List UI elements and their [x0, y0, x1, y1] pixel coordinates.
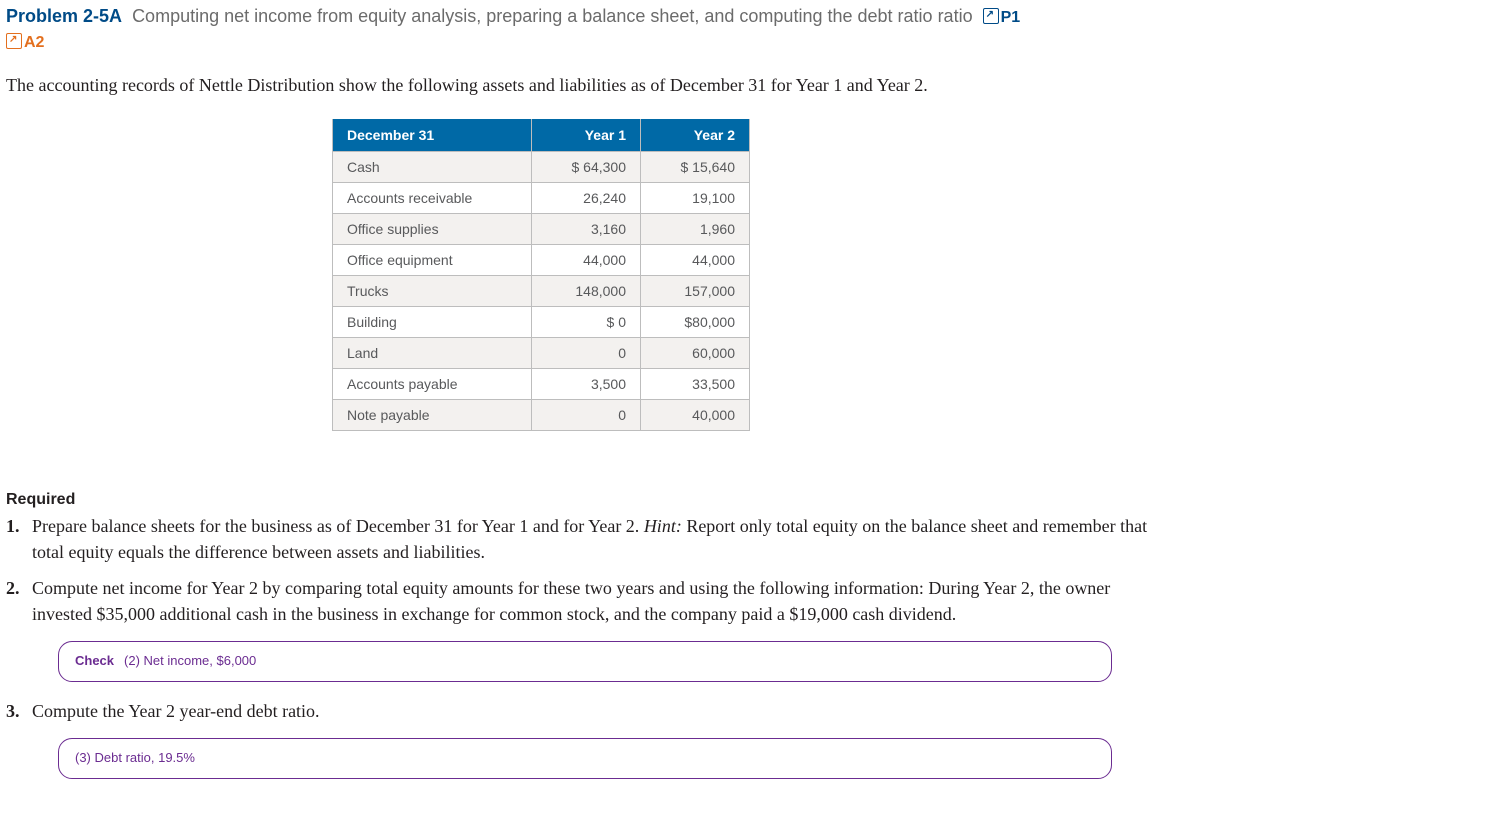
row-value: 33,500: [641, 369, 750, 400]
check-answer-3: (3) Debt ratio, 19.5%: [58, 738, 1112, 779]
check-label: Check: [75, 653, 114, 668]
row-value: 44,000: [532, 245, 641, 276]
table-row: Accounts receivable26,24019,100: [333, 183, 750, 214]
row-value: 157,000: [641, 276, 750, 307]
row-label: Accounts receivable: [333, 183, 532, 214]
accounts-table-wrap: December 31 Year 1 Year 2 Cash$ 64,300$ …: [332, 119, 1498, 431]
required-item-1: Prepare balance sheets for the business …: [6, 513, 1156, 565]
col-header-year2: Year 2: [641, 119, 750, 152]
row-value: 1,960: [641, 214, 750, 245]
row-value: 60,000: [641, 338, 750, 369]
external-link-icon: [983, 8, 999, 24]
required-list: Prepare balance sheets for the business …: [6, 513, 1156, 779]
row-label: Cash: [333, 152, 532, 183]
tag-p1-label: P1: [1001, 9, 1021, 26]
row-value: 19,100: [641, 183, 750, 214]
tag-p1: P1: [983, 9, 1021, 26]
row-label: Office equipment: [333, 245, 532, 276]
col-header-year1: Year 1: [532, 119, 641, 152]
col-header-date: December 31: [333, 119, 532, 152]
problem-title: Problem 2-5A Computing net income from e…: [6, 4, 1026, 55]
tag-a2-label: A2: [24, 34, 44, 51]
intro-paragraph: The accounting records of Nettle Distrib…: [6, 73, 1186, 97]
external-link-icon: [6, 33, 22, 49]
row-label: Trucks: [333, 276, 532, 307]
required-item-2: Compute net income for Year 2 by compari…: [6, 575, 1156, 682]
row-label: Building: [333, 307, 532, 338]
ratio-word: ratio: [938, 6, 973, 26]
row-value: 40,000: [641, 400, 750, 431]
table-row: Note payable040,000: [333, 400, 750, 431]
row-value: $ 64,300: [532, 152, 641, 183]
row-value: $ 0: [532, 307, 641, 338]
row-label: Land: [333, 338, 532, 369]
req1-hint-label: Hint:: [644, 516, 682, 536]
row-value: $80,000: [641, 307, 750, 338]
row-value: 0: [532, 338, 641, 369]
required-heading: Required: [6, 491, 1498, 509]
tag-a2: A2: [6, 34, 44, 51]
table-row: Cash$ 64,300$ 15,640: [333, 152, 750, 183]
check-2-text: (2) Net income, $6,000: [124, 653, 256, 668]
row-value: 3,160: [532, 214, 641, 245]
row-value: 26,240: [532, 183, 641, 214]
row-value: 44,000: [641, 245, 750, 276]
req3-text: Compute the Year 2 year-end debt ratio.: [32, 701, 320, 721]
check-answer-2: Check (2) Net income, $6,000: [58, 641, 1112, 682]
page: Problem 2-5A Computing net income from e…: [0, 0, 1504, 825]
accounts-table: December 31 Year 1 Year 2 Cash$ 64,300$ …: [332, 119, 750, 431]
row-value: 0: [532, 400, 641, 431]
problem-label: Problem 2-5A: [6, 6, 122, 26]
required-item-3: Compute the Year 2 year-end debt ratio. …: [6, 698, 1156, 779]
row-value: $ 15,640: [641, 152, 750, 183]
table-header-row: December 31 Year 1 Year 2: [333, 119, 750, 152]
table-row: Office equipment44,00044,000: [333, 245, 750, 276]
row-label: Accounts payable: [333, 369, 532, 400]
req2-text: Compute net income for Year 2 by compari…: [32, 578, 1110, 624]
table-row: Trucks148,000157,000: [333, 276, 750, 307]
row-label: Note payable: [333, 400, 532, 431]
row-label: Office supplies: [333, 214, 532, 245]
table-row: Accounts payable3,50033,500: [333, 369, 750, 400]
row-value: 3,500: [532, 369, 641, 400]
table-row: Building$ 0$80,000: [333, 307, 750, 338]
check-3-text: (3) Debt ratio, 19.5%: [75, 750, 195, 765]
req1-text-a: Prepare balance sheets for the business …: [32, 516, 644, 536]
table-row: Office supplies3,1601,960: [333, 214, 750, 245]
table-row: Land060,000: [333, 338, 750, 369]
row-value: 148,000: [532, 276, 641, 307]
problem-title-text: Computing net income from equity analysi…: [132, 6, 932, 26]
